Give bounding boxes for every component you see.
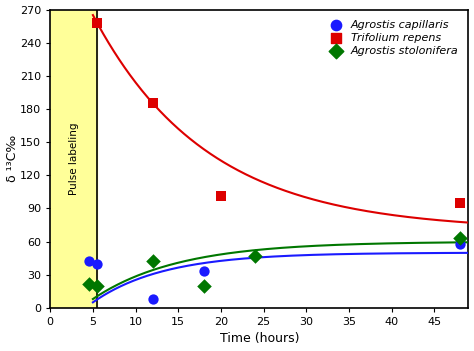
Point bbox=[85, 259, 92, 264]
Point bbox=[93, 20, 101, 26]
Point bbox=[456, 241, 464, 247]
Point bbox=[217, 193, 225, 199]
Text: Pulse labeling: Pulse labeling bbox=[69, 122, 79, 195]
Point bbox=[149, 101, 156, 106]
Point bbox=[200, 283, 208, 289]
Point bbox=[85, 281, 92, 286]
Bar bbox=[50, 9, 97, 308]
Point bbox=[251, 253, 259, 259]
Point bbox=[93, 283, 101, 289]
Point bbox=[93, 261, 101, 266]
Point bbox=[456, 200, 464, 206]
Point bbox=[456, 236, 464, 241]
Point bbox=[149, 296, 156, 302]
Point bbox=[149, 259, 156, 264]
Point bbox=[200, 269, 208, 274]
Legend: Agrostis capillaris, Trifolium repens, Agrostis stolonifera: Agrostis capillaris, Trifolium repens, A… bbox=[321, 15, 463, 61]
Y-axis label: δ ¹³C‰: δ ¹³C‰ bbox=[6, 135, 18, 182]
X-axis label: Time (hours): Time (hours) bbox=[219, 332, 299, 345]
